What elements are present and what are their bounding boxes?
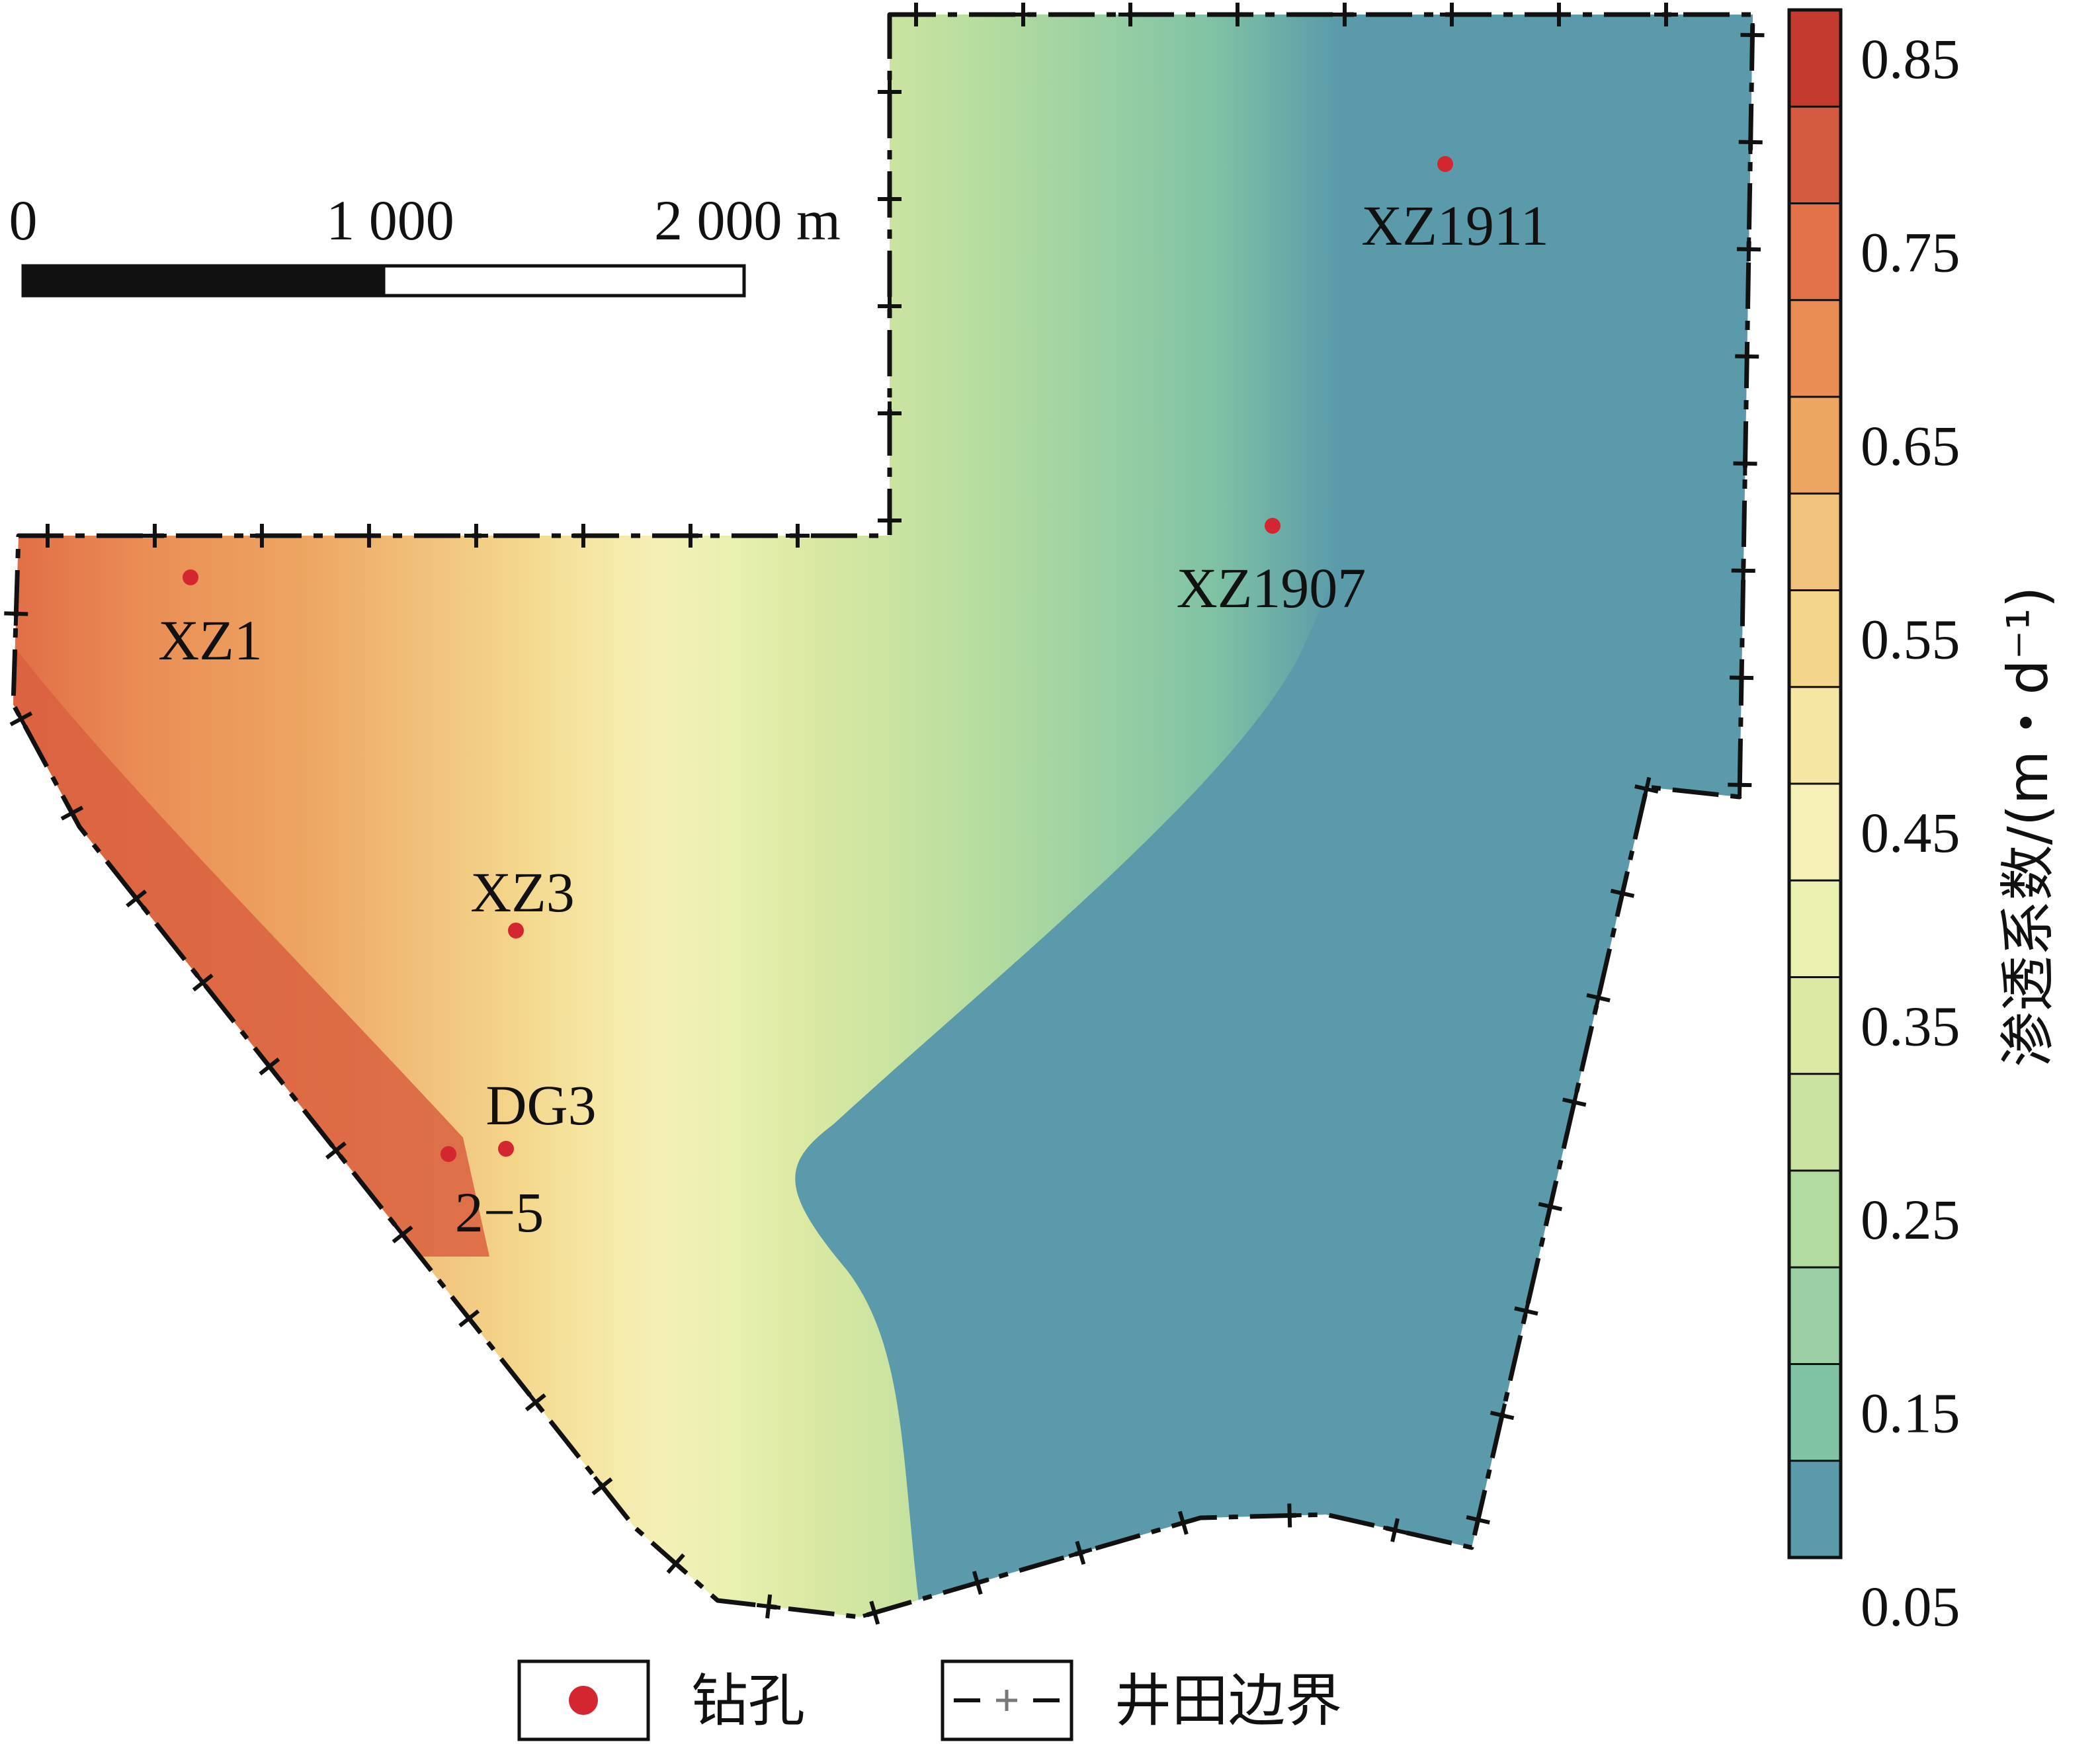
boundary-tick [1634, 784, 1659, 794]
borehole-marker-XZ1907 [1265, 518, 1281, 534]
legend-borehole-box [517, 1659, 650, 1741]
colorbar-cell [1789, 1171, 1841, 1268]
scale-tick-2000: 2 000 m [654, 188, 841, 252]
scale-bar-black-segment [21, 264, 386, 298]
colorbar-cell [1789, 977, 1841, 1075]
boundary-tick [666, 1553, 685, 1574]
boundary-tick [525, 1393, 546, 1411]
scale-tick-0: 0 [9, 188, 38, 252]
boundary-tick [259, 1058, 280, 1076]
colorbar-cell [1789, 300, 1841, 397]
colorbar: 0.85 0.75 0.65 0.55 0.45 0.35 0.25 0.15 0.05 渗透系… [1787, 8, 2060, 1638]
colorbar-tick-label: 0.45 [1861, 801, 1960, 864]
borehole-label-XZ1: XZ1 [158, 608, 263, 672]
boundary-tick [1390, 1518, 1400, 1542]
boundary-tick [1490, 1411, 1515, 1421]
colorbar-tick-label: 0.75 [1861, 221, 1960, 284]
legend-boundary-label: 井田边界 [1114, 1668, 1342, 1734]
colorbar-cell [1789, 203, 1841, 301]
colorbar-tick-label: 0.65 [1861, 414, 1960, 478]
colorbar-tick-label: 0.55 [1861, 608, 1960, 671]
colorbar-cell [1789, 590, 1841, 688]
boundary-tick [1466, 1515, 1490, 1524]
colorbar-tick-label: 0.05 [1861, 1575, 1960, 1638]
colorbar-tick-label: 0.85 [1861, 27, 1960, 91]
boundary-tick [1740, 32, 1765, 38]
colorbar-cell [1789, 784, 1841, 881]
boundary-tick [1610, 888, 1635, 898]
legend-borehole-label: 钻孔 [691, 1668, 805, 1734]
borehole-marker-XZ1911 [1437, 156, 1453, 172]
scale-bar-white-segment [382, 264, 746, 298]
legend-borehole-dot [569, 1686, 598, 1715]
legend: 钻孔 井田边界 [517, 1659, 1342, 1741]
mine-field-boundary [11, 12, 1755, 1620]
colorbar-cell [1789, 1364, 1841, 1462]
boundary-tick [869, 1600, 880, 1625]
boundary-tick [9, 711, 33, 727]
colorbar-cell [1789, 493, 1841, 591]
colorbar-tick-label: 0.35 [1861, 995, 1960, 1058]
boundary-tick [1735, 354, 1759, 359]
boundary-tick [1729, 675, 1754, 681]
borehole-label-XZ3: XZ3 [470, 860, 575, 924]
boundary-tick [1586, 993, 1611, 1003]
colorbar-cell [1789, 1073, 1841, 1171]
boundary-tick [1075, 1540, 1086, 1565]
borehole-marker-XZ3 [508, 923, 524, 938]
borehole-marker-XZ1 [183, 569, 198, 585]
boundary-tick [1728, 782, 1752, 788]
boundary-tick [591, 1477, 613, 1495]
colorbar-tick-label: 0.15 [1861, 1382, 1960, 1445]
borehole-marker-DG3 [498, 1141, 514, 1157]
boundary-tick [1287, 1503, 1292, 1528]
boundary-tick [1562, 1097, 1587, 1107]
boreholes: XZ1 XZ3 DG3 2−5 XZ1907 XZ1911 [158, 156, 1549, 1244]
boundary-tick [1736, 247, 1761, 252]
scale-tick-1000: 1 000 [326, 188, 454, 252]
boundary-tick [458, 1309, 480, 1328]
colorbar-cell [1789, 686, 1841, 784]
colorbar-cell [1789, 880, 1841, 977]
colorbar-cell [1789, 1267, 1841, 1364]
boundary-tick [392, 1225, 413, 1244]
colorbar-cell [1789, 106, 1841, 204]
borehole-label-2-5: 2−5 [455, 1181, 544, 1244]
colorbar-cell [1789, 397, 1841, 494]
boundary-tick-marks [4, 3, 1765, 1625]
colorbar-ticks: 0.85 0.75 0.65 0.55 0.45 0.35 0.25 0.15 0.05 [1789, 27, 1960, 1638]
borehole-label-DG3: DG3 [485, 1073, 596, 1137]
field-zone-0-75 [13, 628, 489, 1257]
colorbar-cell [1789, 10, 1841, 107]
boundary-tick [60, 806, 84, 821]
borehole-marker-2-5 [441, 1146, 456, 1162]
borehole-label-XZ1907: XZ1907 [1177, 556, 1366, 620]
boundary-tick [126, 890, 147, 908]
boundary-tick [1514, 1306, 1538, 1316]
colorbar-cells [1789, 10, 1841, 1558]
boundary-tick [1538, 1202, 1563, 1212]
boundary-tick [325, 1142, 347, 1160]
boundary-tick [192, 974, 214, 992]
colorbar-cell [1789, 1460, 1841, 1558]
colorbar-title: 渗透系数/(m・d⁻¹) [1995, 586, 2060, 1067]
boundary-tick [765, 1594, 773, 1619]
field-zone-0-05 [795, 15, 1753, 1617]
boundary-tick [4, 611, 28, 616]
boundary-tick [972, 1571, 983, 1595]
boundary-tick [1177, 1511, 1189, 1535]
scale-bar: 0 1 000 2 000 m [9, 188, 841, 298]
colorbar-tick-label: 0.25 [1861, 1188, 1960, 1251]
borehole-label-XZ1911: XZ1911 [1361, 194, 1548, 257]
boundary-tick [1738, 140, 1763, 145]
